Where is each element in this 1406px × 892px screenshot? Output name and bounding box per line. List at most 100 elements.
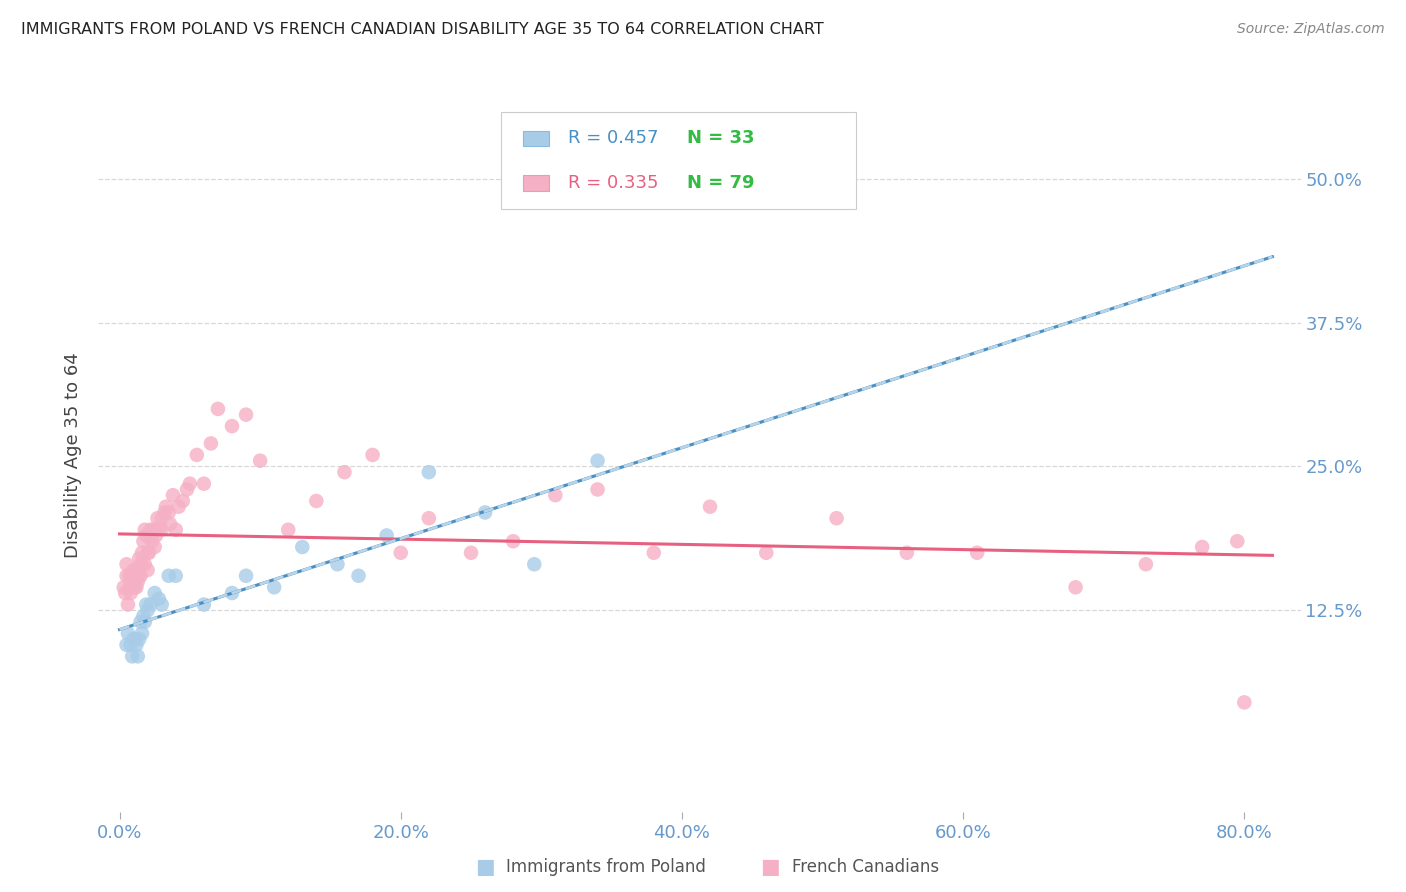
Point (127, 649, 149, 664)
Point (129, 568, 152, 582)
Point (131, 626, 153, 640)
Point (120, 638, 142, 652)
Point (418, 511, 440, 525)
Point (143, 540, 166, 554)
Point (235, 568, 257, 582)
Point (375, 528, 398, 542)
Point (134, 523, 156, 537)
Point (235, 408, 257, 422)
Text: N = 33: N = 33 (688, 129, 755, 147)
Point (118, 568, 141, 582)
Point (141, 534, 163, 549)
Point (523, 558, 546, 572)
Point (249, 453, 271, 467)
Point (389, 546, 412, 560)
Point (474, 506, 496, 520)
Point (117, 626, 139, 640)
Point (586, 483, 609, 497)
Point (221, 586, 243, 600)
Text: ■: ■ (475, 857, 495, 877)
Point (347, 568, 370, 582)
Point (148, 523, 170, 537)
Point (148, 591, 170, 606)
Point (122, 563, 145, 577)
Point (460, 546, 482, 560)
Point (157, 506, 180, 520)
Y-axis label: Disability Age 35 to 64: Disability Age 35 to 64 (65, 352, 83, 558)
Point (755, 546, 778, 560)
Point (135, 528, 157, 542)
FancyBboxPatch shape (523, 130, 550, 146)
Point (586, 453, 609, 467)
Point (127, 563, 149, 577)
Point (131, 546, 153, 560)
Point (291, 540, 314, 554)
Point (125, 563, 148, 577)
Point (179, 476, 201, 491)
Point (121, 568, 143, 582)
Point (155, 500, 177, 514)
Point (132, 609, 155, 624)
Text: N = 79: N = 79 (688, 174, 755, 192)
Point (1135, 558, 1157, 572)
Point (165, 568, 187, 582)
Point (221, 419, 243, 434)
Point (124, 632, 146, 646)
Point (139, 523, 162, 537)
Point (165, 523, 187, 537)
Point (150, 511, 173, 525)
Point (120, 586, 142, 600)
Point (333, 465, 356, 479)
Point (1064, 580, 1087, 594)
Text: IMMIGRANTS FROM POLAND VS FRENCH CANADIAN DISABILITY AGE 35 TO 64 CORRELATION CH: IMMIGRANTS FROM POLAND VS FRENCH CANADIA… (21, 22, 824, 37)
Point (162, 488, 184, 502)
Text: Immigrants from Poland: Immigrants from Poland (506, 858, 706, 876)
Point (128, 551, 150, 566)
Point (142, 523, 165, 537)
Point (117, 598, 139, 612)
Point (122, 632, 145, 646)
Point (193, 476, 215, 491)
Point (896, 546, 918, 560)
Text: R = 0.457: R = 0.457 (568, 129, 659, 147)
FancyBboxPatch shape (523, 175, 550, 191)
Point (129, 558, 152, 572)
Point (418, 465, 440, 479)
Text: ■: ■ (761, 857, 780, 877)
Point (143, 523, 166, 537)
Point (305, 494, 328, 508)
Point (1191, 540, 1213, 554)
Point (1233, 695, 1256, 709)
Point (122, 574, 145, 589)
Point (544, 488, 567, 502)
Point (115, 558, 138, 572)
Point (157, 568, 180, 582)
Point (136, 563, 159, 577)
Point (207, 401, 229, 416)
Point (966, 546, 988, 560)
Point (159, 516, 181, 531)
Text: Source: ZipAtlas.com: Source: ZipAtlas.com (1237, 22, 1385, 37)
Point (1226, 534, 1249, 549)
Text: R = 0.335: R = 0.335 (568, 174, 659, 192)
Point (124, 580, 146, 594)
Point (128, 632, 150, 646)
Point (172, 494, 194, 508)
Point (263, 580, 285, 594)
Point (115, 568, 138, 582)
Point (114, 586, 136, 600)
Point (129, 615, 152, 629)
Point (138, 546, 160, 560)
Point (112, 580, 135, 594)
Point (825, 511, 848, 525)
Point (186, 448, 208, 462)
Point (193, 598, 215, 612)
Point (124, 568, 146, 582)
Point (200, 436, 222, 450)
Point (127, 574, 149, 589)
Point (699, 500, 721, 514)
Point (153, 506, 176, 520)
Point (277, 523, 299, 537)
Point (136, 546, 159, 560)
Text: French Canadians: French Canadians (792, 858, 939, 876)
